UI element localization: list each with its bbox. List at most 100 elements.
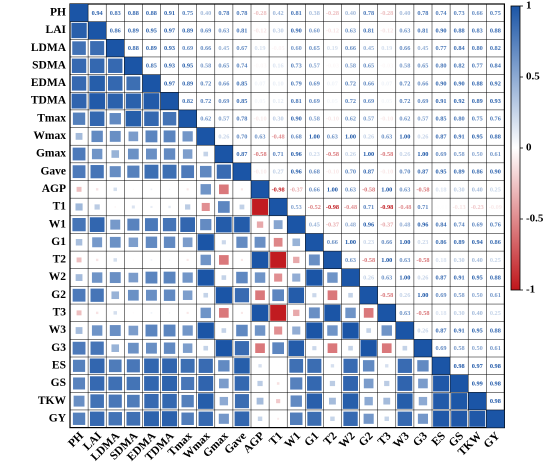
column-label: AGP	[241, 430, 267, 456]
corr-square	[90, 165, 104, 179]
corr-square	[163, 324, 176, 337]
value-label: 0.66	[345, 45, 356, 52]
corr-square	[186, 311, 189, 314]
value-label: 0.68	[291, 133, 302, 140]
corr-square	[128, 325, 139, 336]
value-label: 0.90	[436, 27, 447, 34]
diagonal-cell	[432, 357, 451, 375]
value-label: 0.88	[146, 10, 157, 17]
value-label: 0.89	[454, 169, 465, 176]
corr-square	[182, 325, 193, 336]
corr-square	[109, 272, 121, 284]
value-label: 0.61	[490, 345, 501, 352]
corr-square	[274, 273, 283, 282]
value-label: 0.96	[417, 222, 428, 229]
corr-square	[150, 188, 153, 191]
row-label: T3	[53, 307, 67, 319]
value-label: 0.50	[472, 292, 483, 299]
value-label: -0.98	[326, 204, 339, 211]
corr-square	[397, 376, 413, 391]
value-label: 0.82	[490, 45, 501, 52]
corr-square	[330, 416, 335, 421]
value-label: 0.91	[454, 275, 465, 282]
value-label: 0.92	[454, 98, 465, 105]
corr-square	[168, 259, 171, 261]
value-label: -0.03	[253, 63, 266, 70]
corr-square	[162, 112, 177, 126]
corr-square	[145, 342, 157, 354]
corr-square	[385, 364, 389, 368]
corr-square	[221, 275, 227, 280]
value-label: 0.40	[472, 257, 483, 264]
diagonal-cell	[377, 304, 396, 322]
corr-square	[89, 411, 105, 426]
colorbar-tick-label: -0.5	[526, 213, 544, 225]
corr-square	[89, 75, 105, 92]
corr-square	[200, 254, 211, 266]
corr-square	[127, 148, 139, 160]
corr-square	[308, 307, 320, 319]
diagonal-cell	[287, 215, 306, 234]
corr-square	[272, 342, 284, 355]
corr-square	[198, 393, 214, 409]
corr-square	[132, 188, 134, 190]
corr-square	[240, 311, 243, 314]
corr-square	[307, 411, 322, 426]
value-label: 0.66	[417, 80, 428, 87]
value-label: 1.00	[345, 133, 356, 140]
value-label: 0.78	[363, 10, 374, 17]
corr-square	[252, 198, 269, 215]
corr-square	[181, 412, 194, 426]
corr-square	[127, 218, 140, 231]
value-label: 0.97	[472, 363, 483, 370]
corr-square	[330, 364, 335, 368]
value-label: 0.98	[490, 398, 501, 405]
corr-square	[381, 325, 392, 336]
row-label: Gmax	[36, 148, 66, 160]
value-label: -0.23	[471, 204, 484, 211]
value-label: 0.69	[363, 98, 374, 105]
value-label: 0.48	[345, 222, 356, 229]
value-label: -0.28	[380, 10, 393, 17]
corr-square	[126, 359, 140, 373]
value-label: 0.05	[327, 98, 338, 105]
corr-square	[216, 216, 232, 233]
colorbar-tick-label: 0.5	[526, 71, 540, 83]
value-label: 0.72	[345, 80, 356, 87]
corr-square	[76, 186, 82, 192]
corr-square	[363, 413, 374, 424]
value-label: -0.10	[380, 116, 393, 123]
corr-square	[143, 93, 160, 109]
corr-square	[71, 93, 87, 109]
corr-square	[90, 41, 105, 56]
row-label: GS	[51, 377, 66, 389]
corr-square	[162, 164, 177, 179]
corr-square	[109, 113, 121, 125]
value-label: 0.66	[200, 45, 211, 52]
corr-square	[111, 291, 120, 300]
corr-square	[95, 188, 99, 191]
corr-square	[182, 343, 193, 353]
value-label: -0.28	[326, 10, 339, 17]
corr-square	[258, 364, 262, 368]
corr-square	[327, 343, 338, 353]
value-label: -0.10	[253, 116, 266, 123]
value-label: -0.98	[380, 204, 393, 211]
corr-square	[234, 216, 250, 233]
corr-square	[128, 237, 139, 248]
value-label: 0.07	[327, 80, 338, 87]
value-label: 0.92	[490, 80, 501, 87]
corr-square	[180, 358, 195, 373]
column-label: G1	[302, 430, 321, 449]
corr-square	[127, 165, 140, 178]
row-label: Gave	[40, 165, 66, 177]
value-label: 0.84	[490, 63, 502, 70]
corr-square	[163, 130, 176, 143]
corr-square	[72, 288, 86, 302]
corr-square	[168, 312, 171, 314]
value-label: 0.76	[490, 116, 501, 123]
value-label: 0.48	[399, 222, 410, 229]
value-label: 0.50	[472, 151, 483, 158]
value-label: 0.27	[273, 169, 284, 176]
value-label: 0.99	[472, 380, 483, 387]
